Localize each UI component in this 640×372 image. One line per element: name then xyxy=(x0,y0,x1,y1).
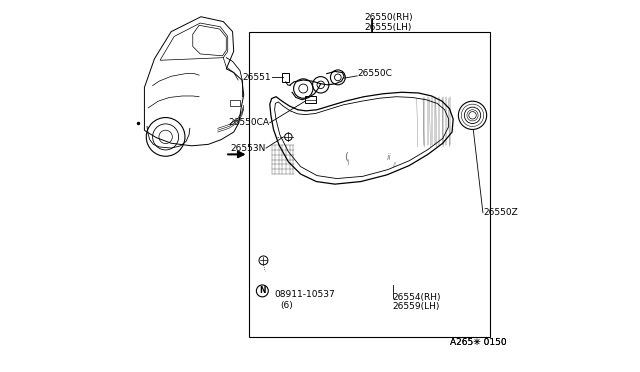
Text: A265✳ 0150: A265✳ 0150 xyxy=(450,338,507,347)
Text: 26555(LH): 26555(LH) xyxy=(364,23,412,32)
Text: 26550(RH): 26550(RH) xyxy=(364,13,413,22)
Text: (6): (6) xyxy=(280,301,292,310)
Text: (: ( xyxy=(344,152,348,162)
Text: N: N xyxy=(259,286,266,295)
Text: A265✳ 0150: A265✳ 0150 xyxy=(450,338,507,347)
Text: 26550CA: 26550CA xyxy=(228,118,270,127)
Text: ): ) xyxy=(347,159,349,165)
Text: 26553N: 26553N xyxy=(230,144,266,153)
Text: ii: ii xyxy=(387,153,392,162)
Bar xyxy=(282,73,289,82)
Text: 26554(RH): 26554(RH) xyxy=(392,293,441,302)
Bar xyxy=(305,96,316,103)
Text: 26550Z: 26550Z xyxy=(484,208,518,217)
Text: 08911-10537: 08911-10537 xyxy=(275,290,335,299)
Bar xyxy=(248,32,490,337)
Text: 26559(LH): 26559(LH) xyxy=(392,302,440,311)
Text: 26551: 26551 xyxy=(243,73,271,82)
Text: 26550C: 26550C xyxy=(357,69,392,78)
Text: ii: ii xyxy=(392,163,397,169)
